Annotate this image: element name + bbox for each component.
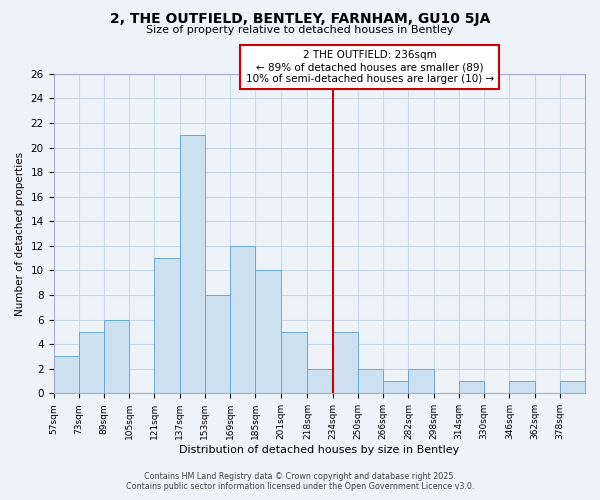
Bar [179,136,205,394]
Bar [256,270,281,394]
Bar [459,381,484,394]
Text: 2 THE OUTFIELD: 236sqm
← 89% of detached houses are smaller (89)
10% of semi-det: 2 THE OUTFIELD: 236sqm ← 89% of detached… [245,50,494,84]
Bar [230,246,256,394]
Bar [205,295,230,394]
Text: Size of property relative to detached houses in Bentley: Size of property relative to detached ho… [146,25,454,35]
Bar [509,381,535,394]
Bar [104,320,129,394]
Bar [383,381,409,394]
X-axis label: Distribution of detached houses by size in Bentley: Distribution of detached houses by size … [179,445,460,455]
Bar [281,332,307,394]
Bar [358,369,383,394]
Bar [79,332,104,394]
Bar [409,369,434,394]
Text: 2, THE OUTFIELD, BENTLEY, FARNHAM, GU10 5JA: 2, THE OUTFIELD, BENTLEY, FARNHAM, GU10 … [110,12,490,26]
Bar [53,356,79,394]
Bar [332,332,358,394]
Text: Contains HM Land Registry data © Crown copyright and database right 2025.
Contai: Contains HM Land Registry data © Crown c… [126,472,474,491]
Y-axis label: Number of detached properties: Number of detached properties [15,152,25,316]
Bar [307,369,332,394]
Bar [154,258,179,394]
Bar [560,381,585,394]
